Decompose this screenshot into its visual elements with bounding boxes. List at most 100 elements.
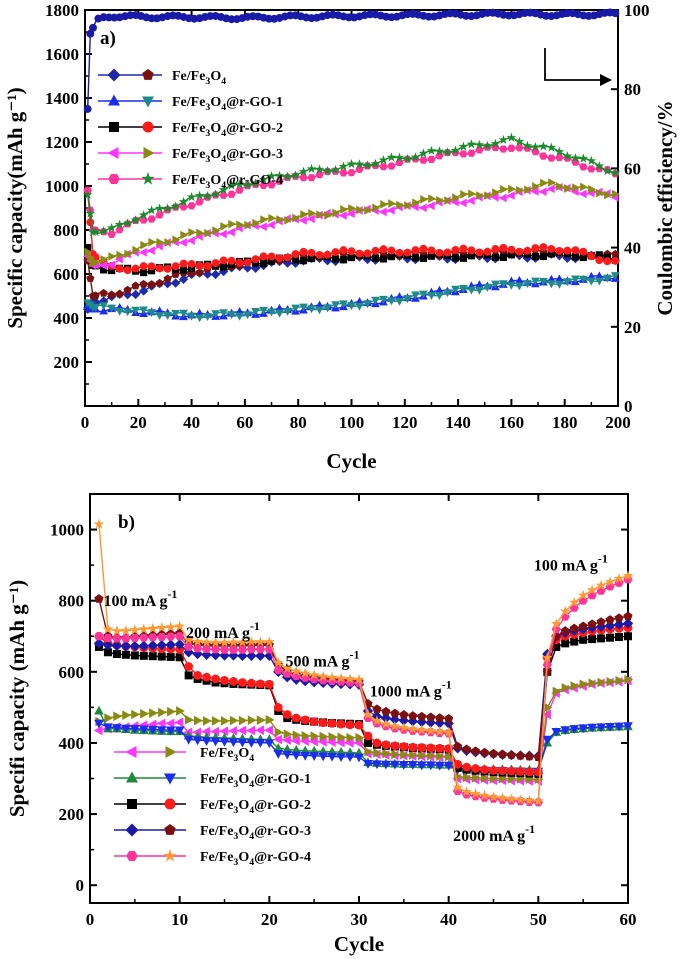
data-point — [347, 302, 356, 311]
data-point — [139, 725, 149, 735]
data-point — [86, 274, 95, 282]
data-point — [450, 197, 459, 207]
data-point — [259, 252, 268, 261]
data-point — [396, 200, 405, 210]
data-point — [541, 652, 553, 663]
data-point — [149, 708, 158, 718]
data-point — [318, 752, 328, 762]
data-point — [98, 261, 107, 270]
data-point — [428, 194, 437, 204]
data-point — [515, 247, 524, 256]
data-point — [389, 714, 401, 725]
data-point — [259, 181, 268, 189]
data-point — [282, 710, 292, 719]
legend-label: Fe/Fe3O4@r-GO-2 — [172, 121, 283, 139]
data-point — [490, 138, 501, 148]
data-point — [547, 154, 556, 162]
data-point — [166, 652, 175, 661]
data-point — [317, 670, 329, 681]
x-tick-label: 50 — [530, 910, 547, 929]
legend-marker-tri-left — [125, 746, 137, 758]
data-point — [516, 767, 525, 776]
data-point — [326, 737, 336, 748]
data-point — [86, 29, 95, 38]
data-point — [579, 635, 588, 644]
series-1 — [95, 674, 634, 785]
data-point — [395, 248, 404, 257]
data-point — [466, 196, 475, 206]
data-point — [251, 255, 260, 264]
data-point — [121, 724, 131, 734]
data-point — [291, 304, 300, 313]
data-point — [404, 201, 413, 210]
data-point — [570, 153, 581, 163]
data-point — [372, 738, 382, 748]
data-point — [298, 166, 309, 176]
data-point — [587, 165, 596, 173]
data-point — [410, 202, 419, 212]
data-point — [443, 718, 454, 729]
data-point — [338, 161, 349, 171]
data-point — [539, 252, 547, 261]
data-point — [219, 650, 230, 661]
data-point — [132, 245, 141, 255]
data-point — [613, 619, 625, 630]
data-point — [219, 637, 230, 648]
series-line — [98, 578, 629, 804]
legend-marker-star — [163, 849, 177, 862]
data-point — [210, 726, 220, 737]
arrow-head — [600, 74, 612, 86]
data-point — [408, 761, 418, 770]
data-point — [275, 309, 284, 318]
rate-annotation: 500 mA g-1 — [285, 647, 359, 670]
data-point — [571, 246, 580, 255]
data-point — [317, 737, 327, 747]
data-point — [184, 642, 194, 651]
data-point — [219, 737, 230, 747]
data-point — [453, 741, 463, 751]
data-point — [155, 264, 164, 273]
data-point — [445, 751, 454, 762]
data-point — [579, 253, 587, 262]
data-point — [229, 677, 238, 686]
data-point — [219, 256, 228, 265]
data-point — [387, 162, 396, 170]
data-point — [212, 226, 221, 235]
data-point — [533, 795, 544, 806]
data-point — [578, 189, 587, 199]
data-point — [587, 619, 597, 629]
data-point — [220, 716, 230, 726]
data-point — [274, 727, 284, 738]
data-point — [399, 742, 409, 751]
data-point — [479, 789, 490, 801]
data-point — [265, 715, 275, 725]
data-point — [546, 184, 555, 194]
data-point — [539, 243, 548, 252]
data-point — [408, 742, 418, 752]
data-point — [345, 753, 355, 763]
data-point — [237, 725, 247, 736]
data-point — [139, 633, 149, 642]
data-point — [362, 160, 373, 170]
data-point — [184, 662, 194, 671]
data-point — [613, 573, 625, 584]
data-point — [371, 254, 380, 262]
data-point — [157, 652, 166, 661]
data-point — [219, 263, 228, 271]
data-point — [347, 253, 356, 262]
data-point — [291, 736, 300, 746]
data-point — [175, 653, 184, 662]
data-point — [459, 150, 468, 158]
data-point — [237, 738, 248, 748]
data-point — [587, 252, 596, 260]
data-point — [211, 674, 220, 684]
data-point — [314, 164, 325, 174]
y-tick-label: 600 — [59, 663, 85, 682]
data-point — [412, 198, 421, 208]
data-point — [339, 246, 348, 255]
data-point — [578, 153, 589, 163]
data-point — [561, 683, 571, 693]
data-point — [426, 712, 436, 722]
data-point — [345, 720, 355, 730]
data-point — [475, 146, 484, 154]
